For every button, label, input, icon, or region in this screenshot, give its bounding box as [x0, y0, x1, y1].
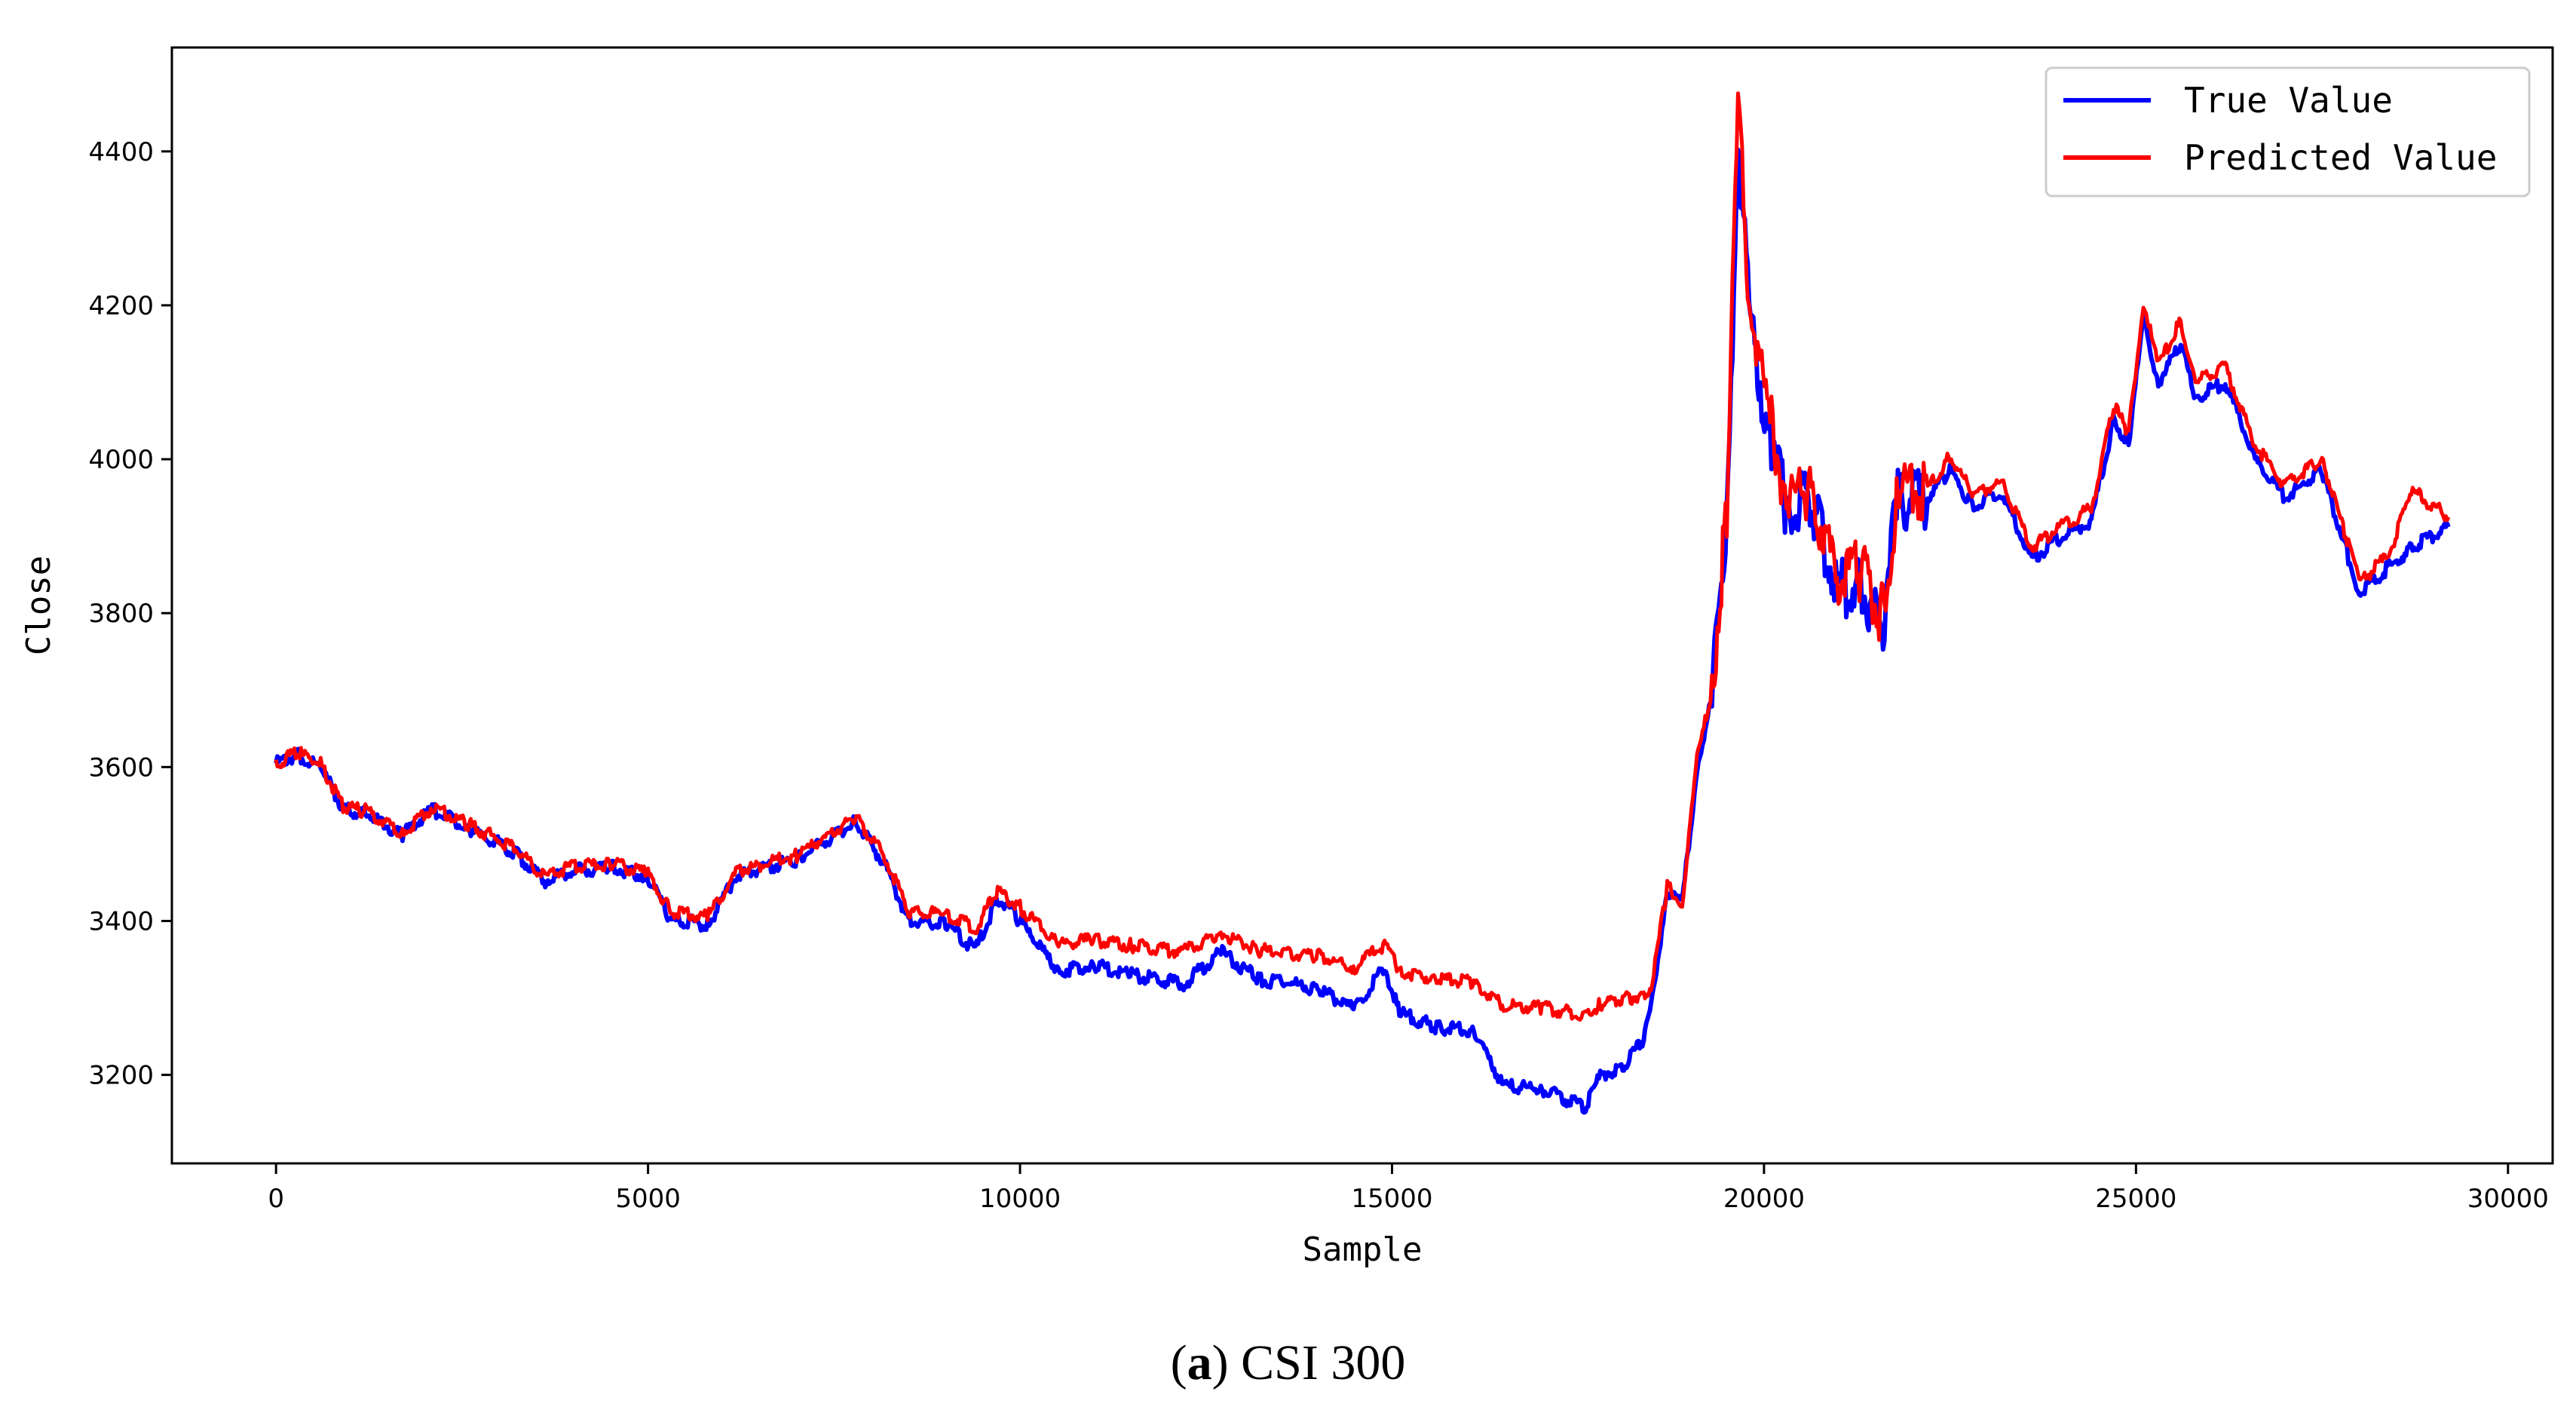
y-tick-label-3200: 3200 — [88, 1061, 154, 1091]
y-tick-label-3600: 3600 — [88, 752, 154, 783]
x-tick-label-10000: 10000 — [979, 1184, 1061, 1214]
y-tick-label-4200: 4200 — [88, 291, 154, 321]
x-tick-label-0: 0 — [268, 1184, 284, 1214]
x-axis: 0 5000 10000 15000 20000 25000 30000 — [268, 1163, 2549, 1214]
y-axis-label: Close — [20, 556, 58, 655]
x-axis-label: Sample — [1303, 1230, 1423, 1269]
plot-frame — [170, 46, 2554, 1165]
y-tick-label-3800: 3800 — [88, 599, 154, 629]
series-line-true-value — [274, 147, 2451, 1115]
legend-label-predicted-value: Predicted Value — [2184, 137, 2497, 178]
legend-label-true-value: True Value — [2184, 80, 2393, 121]
figure-caption: (a) CSI 300 — [0, 1335, 2576, 1392]
x-tick-label-25000: 25000 — [2095, 1184, 2176, 1214]
x-tick-label-5000: 5000 — [615, 1184, 681, 1214]
series-line-predicted-value — [274, 91, 2451, 1022]
legend: True Value Predicted Value — [2045, 66, 2531, 198]
x-tick-label-20000: 20000 — [1723, 1184, 1805, 1214]
caption-text: ) CSI 300 — [1211, 1335, 1406, 1390]
caption-prefix: ( — [1170, 1335, 1187, 1390]
y-tick-label-4000: 4000 — [88, 445, 154, 475]
y-axis: 3200 3400 3600 3800 4000 4200 4400 — [88, 137, 172, 1091]
y-tick-label-4400: 4400 — [88, 137, 154, 167]
legend-box — [2045, 66, 2531, 198]
x-tick-label-30000: 30000 — [2467, 1184, 2549, 1214]
series-lines — [274, 91, 2451, 1115]
plot-area — [170, 46, 2554, 1165]
y-tick-label-3400: 3400 — [88, 906, 154, 936]
caption-letter: a — [1187, 1335, 1212, 1390]
x-tick-label-15000: 15000 — [1351, 1184, 1432, 1214]
